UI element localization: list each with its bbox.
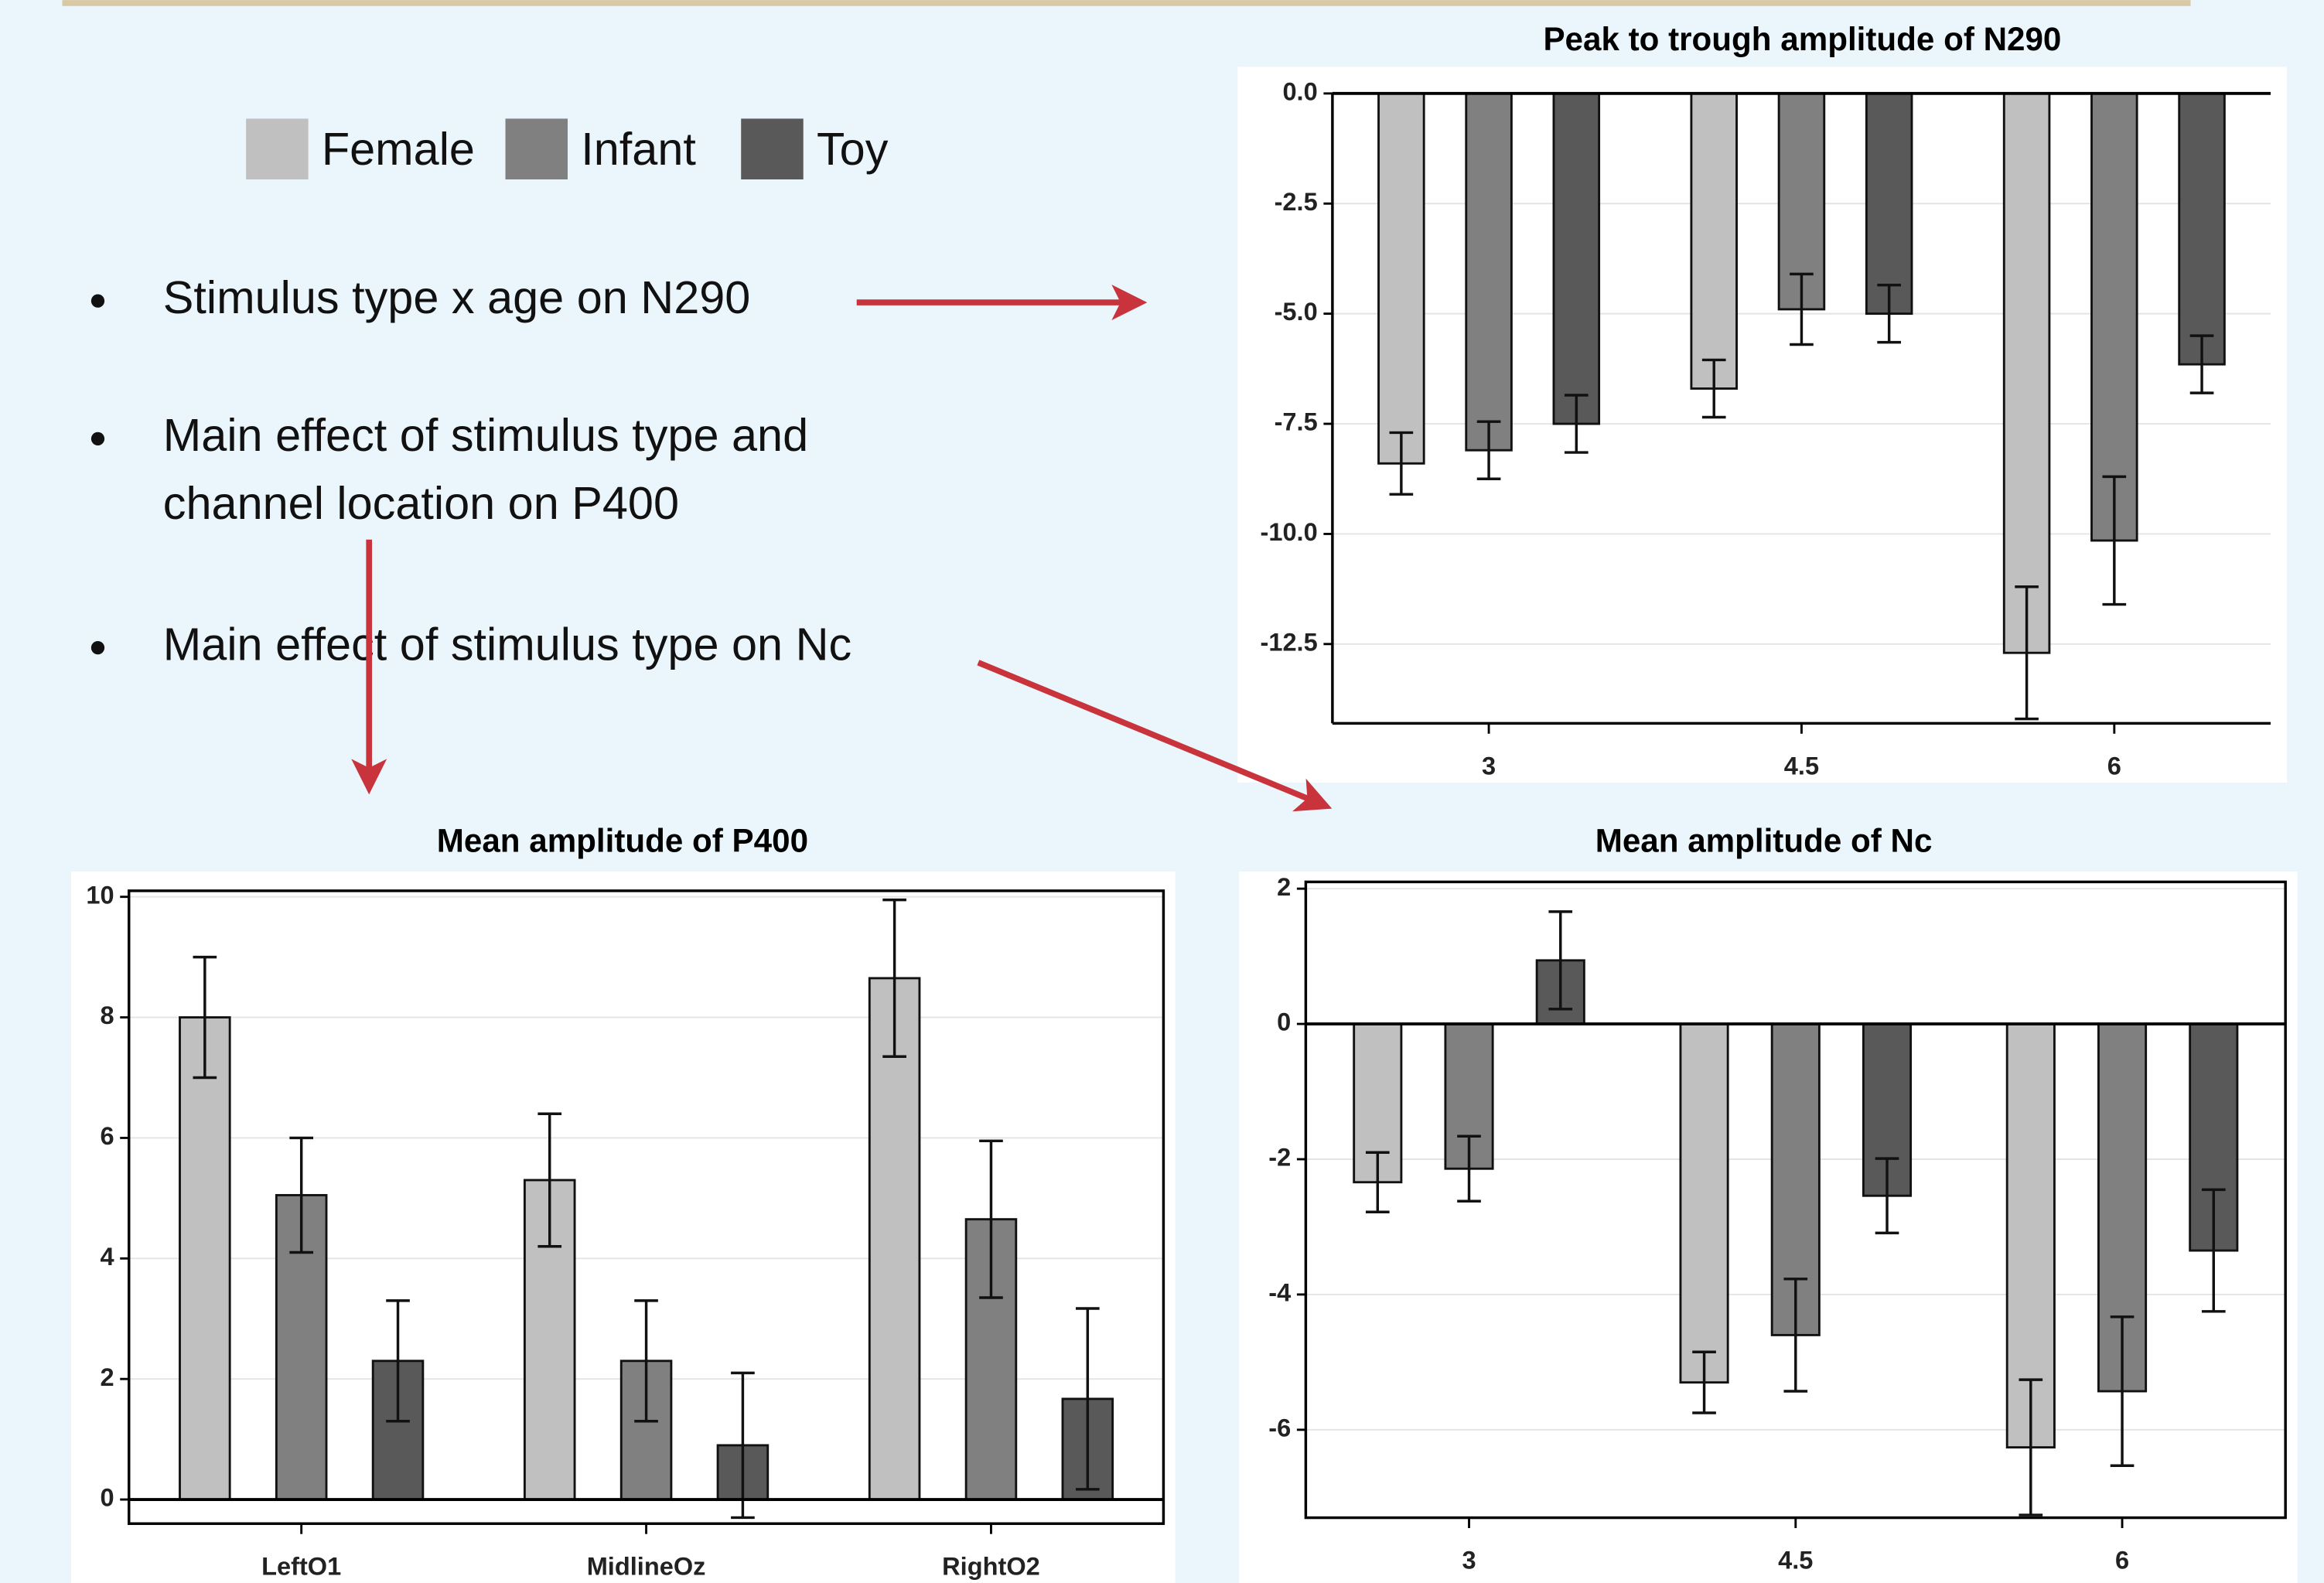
- bar: [180, 1018, 230, 1499]
- slide: Female Infant Toy Stimulus type x age on N…: [0, 0, 2324, 1583]
- bar: [1866, 94, 1912, 314]
- legend-swatch: [741, 118, 803, 179]
- chart: Mean amplitude of Nc -6 -4 -2 0 2 3 4.5 6: [1239, 823, 2297, 1583]
- y-tick-label: 4: [100, 1243, 114, 1271]
- y-tick-label: -2.5: [1275, 188, 1318, 216]
- x-tick-label: 4.5: [1778, 1547, 1813, 1574]
- bar: [2179, 94, 2225, 364]
- bullet-dot: [91, 295, 104, 308]
- y-tick-label: -2: [1268, 1144, 1291, 1172]
- x-tick-label: 6: [2115, 1547, 2129, 1574]
- legend-label: Infant: [581, 123, 696, 175]
- y-tick-label: -4: [1268, 1279, 1291, 1307]
- x-tick-label: 4.5: [1784, 752, 1819, 780]
- legend-swatch: [506, 118, 568, 179]
- bullet-text: Main effect of stimulus type and: [163, 409, 808, 461]
- bar: [2004, 94, 2049, 653]
- y-tick-label: 2: [1277, 873, 1291, 901]
- x-tick-label: LeftO1: [261, 1552, 341, 1580]
- page: {"bullets": [["Stimulus type x age on N2…: [0, 0, 2324, 1583]
- y-tick-label: 2: [100, 1363, 114, 1391]
- x-tick-label: 3: [1462, 1547, 1476, 1574]
- legend: Female Infant Toy: [246, 118, 889, 179]
- y-tick-label: -10.0: [1260, 518, 1317, 546]
- bullet-text: Stimulus type x age on N290: [163, 271, 751, 323]
- bar: [1691, 94, 1737, 389]
- x-tick-label: RightO2: [942, 1552, 1040, 1580]
- y-tick-label: -6: [1268, 1414, 1291, 1441]
- bullet-dot: [91, 641, 104, 654]
- chart-title: Peak to trough amplitude of N290: [1543, 21, 2061, 57]
- bar: [1466, 94, 1512, 450]
- bullet-dot: [91, 432, 104, 445]
- y-tick-label: 0.0: [1282, 77, 1317, 105]
- y-tick-label: 0: [1277, 1008, 1291, 1036]
- bar: [2092, 94, 2138, 541]
- legend-label: Female: [322, 123, 475, 175]
- y-tick-label: 10: [86, 881, 114, 909]
- x-tick-label: 3: [1482, 752, 1496, 780]
- chart-title: Mean amplitude of P400: [437, 823, 808, 859]
- y-tick-label: 0: [100, 1484, 114, 1512]
- bullet-text: channel location on P400: [163, 477, 679, 529]
- top-strip: [62, 0, 2190, 6]
- bar: [1379, 94, 1425, 463]
- x-tick-label: MidlineOz: [587, 1552, 706, 1580]
- bar: [1554, 94, 1599, 424]
- bar: [1681, 1024, 1728, 1383]
- legend-label: Toy: [817, 123, 889, 175]
- chart-title: Mean amplitude of Nc: [1595, 823, 1933, 859]
- y-tick-label: 6: [100, 1122, 114, 1150]
- legend-swatch: [246, 118, 308, 179]
- chart: Peak to trough amplitude of N290 0.0 -2.5 -…: [1237, 21, 2287, 783]
- bullet-text: Main effect of stimulus type on Nc: [163, 618, 851, 670]
- y-tick-label: 8: [100, 1001, 114, 1029]
- y-tick-label: -5.0: [1275, 298, 1318, 326]
- y-tick-label: -7.5: [1275, 408, 1318, 436]
- y-tick-label: -12.5: [1260, 628, 1317, 656]
- x-tick-label: 6: [2107, 752, 2121, 780]
- chart: Mean amplitude of P400 0 2 4 6 8 10 LeftO1 Midli…: [71, 823, 1176, 1583]
